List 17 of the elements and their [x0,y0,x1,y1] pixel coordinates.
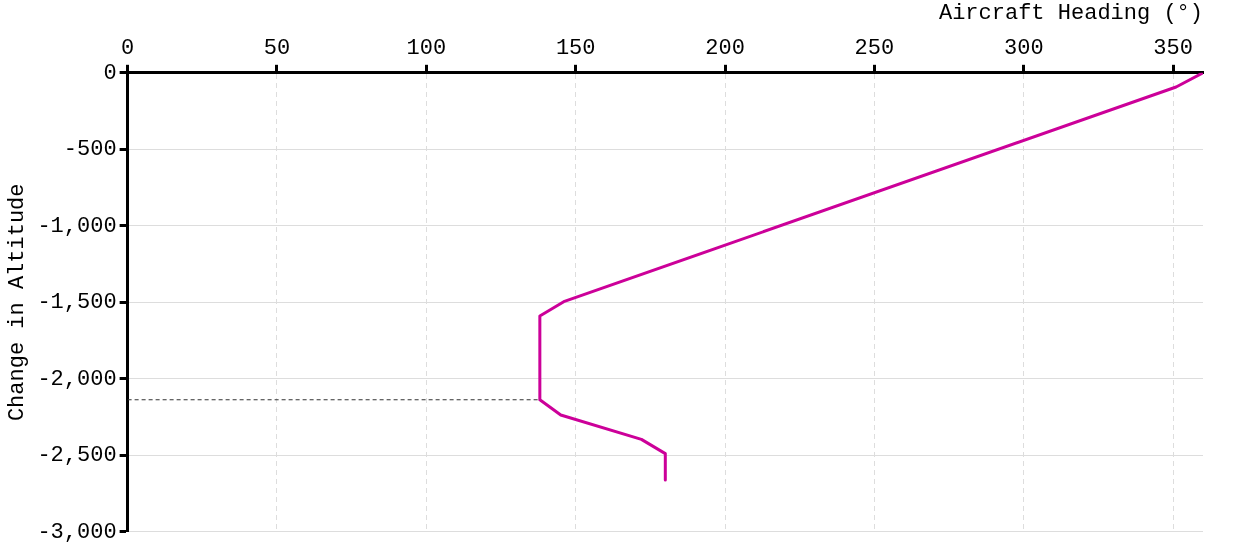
x-tick-label: 100 [406,36,447,62]
y-axis-title: Change in Altitude [5,183,31,422]
x-tick-label: 50 [263,36,291,62]
y-tick-label: 0 [103,60,117,86]
x-tick-label: 200 [705,36,745,62]
x-tick-label: 300 [1003,36,1044,62]
y-tick-label: -3,000 [37,519,117,545]
x-tick-label: 0 [121,36,135,62]
x-tick-label: 350 [1153,36,1193,62]
y-tick-label: -1,000 [37,213,117,239]
y-tick-label: -2,000 [37,366,117,392]
y-tick-label: -1,500 [37,290,117,316]
x-tick-label: 250 [854,36,895,62]
y-tick-label: -500 [63,137,117,163]
x-axis-title: Aircraft Heading (°) [938,1,1203,27]
y-tick-label: -2,500 [37,443,117,469]
x-tick-label: 150 [555,36,596,62]
